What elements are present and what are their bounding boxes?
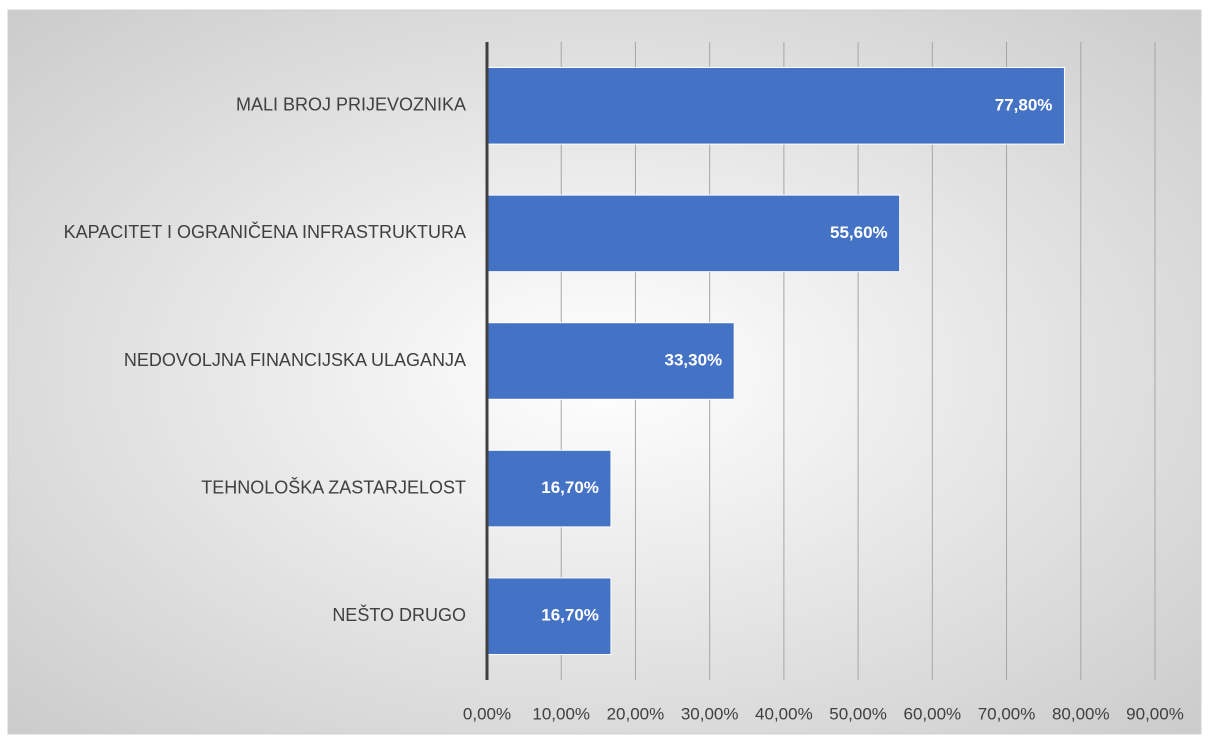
- category-label: NEŠTO DRUGO: [332, 604, 466, 625]
- bar: [486, 67, 1065, 145]
- x-tick-label: 30,00%: [681, 704, 739, 723]
- category-label: MALI BROJ PRIJEVOZNIKA: [236, 95, 466, 115]
- category-label: KAPACITET I OGRANIČENA INFRASTRUKTURA: [64, 221, 466, 242]
- value-label: 16,70%: [541, 606, 599, 625]
- value-label: 33,30%: [664, 350, 722, 369]
- x-tick-label: 0,00%: [463, 704, 511, 723]
- category-label: NEDOVOLJNA FINANCIJSKA ULAGANJA: [124, 350, 466, 370]
- value-label: 77,80%: [995, 95, 1053, 114]
- category-label: TEHNOLOŠKA ZASTARJELOST: [201, 476, 466, 497]
- x-tick-label: 70,00%: [978, 704, 1036, 723]
- x-tick-label: 50,00%: [829, 704, 887, 723]
- x-tick-label: 10,00%: [532, 704, 590, 723]
- bar: [486, 449, 612, 528]
- value-label: 55,60%: [830, 223, 888, 242]
- x-tick-label: 20,00%: [607, 704, 665, 723]
- x-tick-label: 40,00%: [755, 704, 813, 723]
- x-tick-label: 80,00%: [1052, 704, 1110, 723]
- x-tick-label: 90,00%: [1126, 704, 1184, 723]
- x-tick-label: 60,00%: [903, 704, 961, 723]
- value-label: 16,70%: [541, 478, 599, 497]
